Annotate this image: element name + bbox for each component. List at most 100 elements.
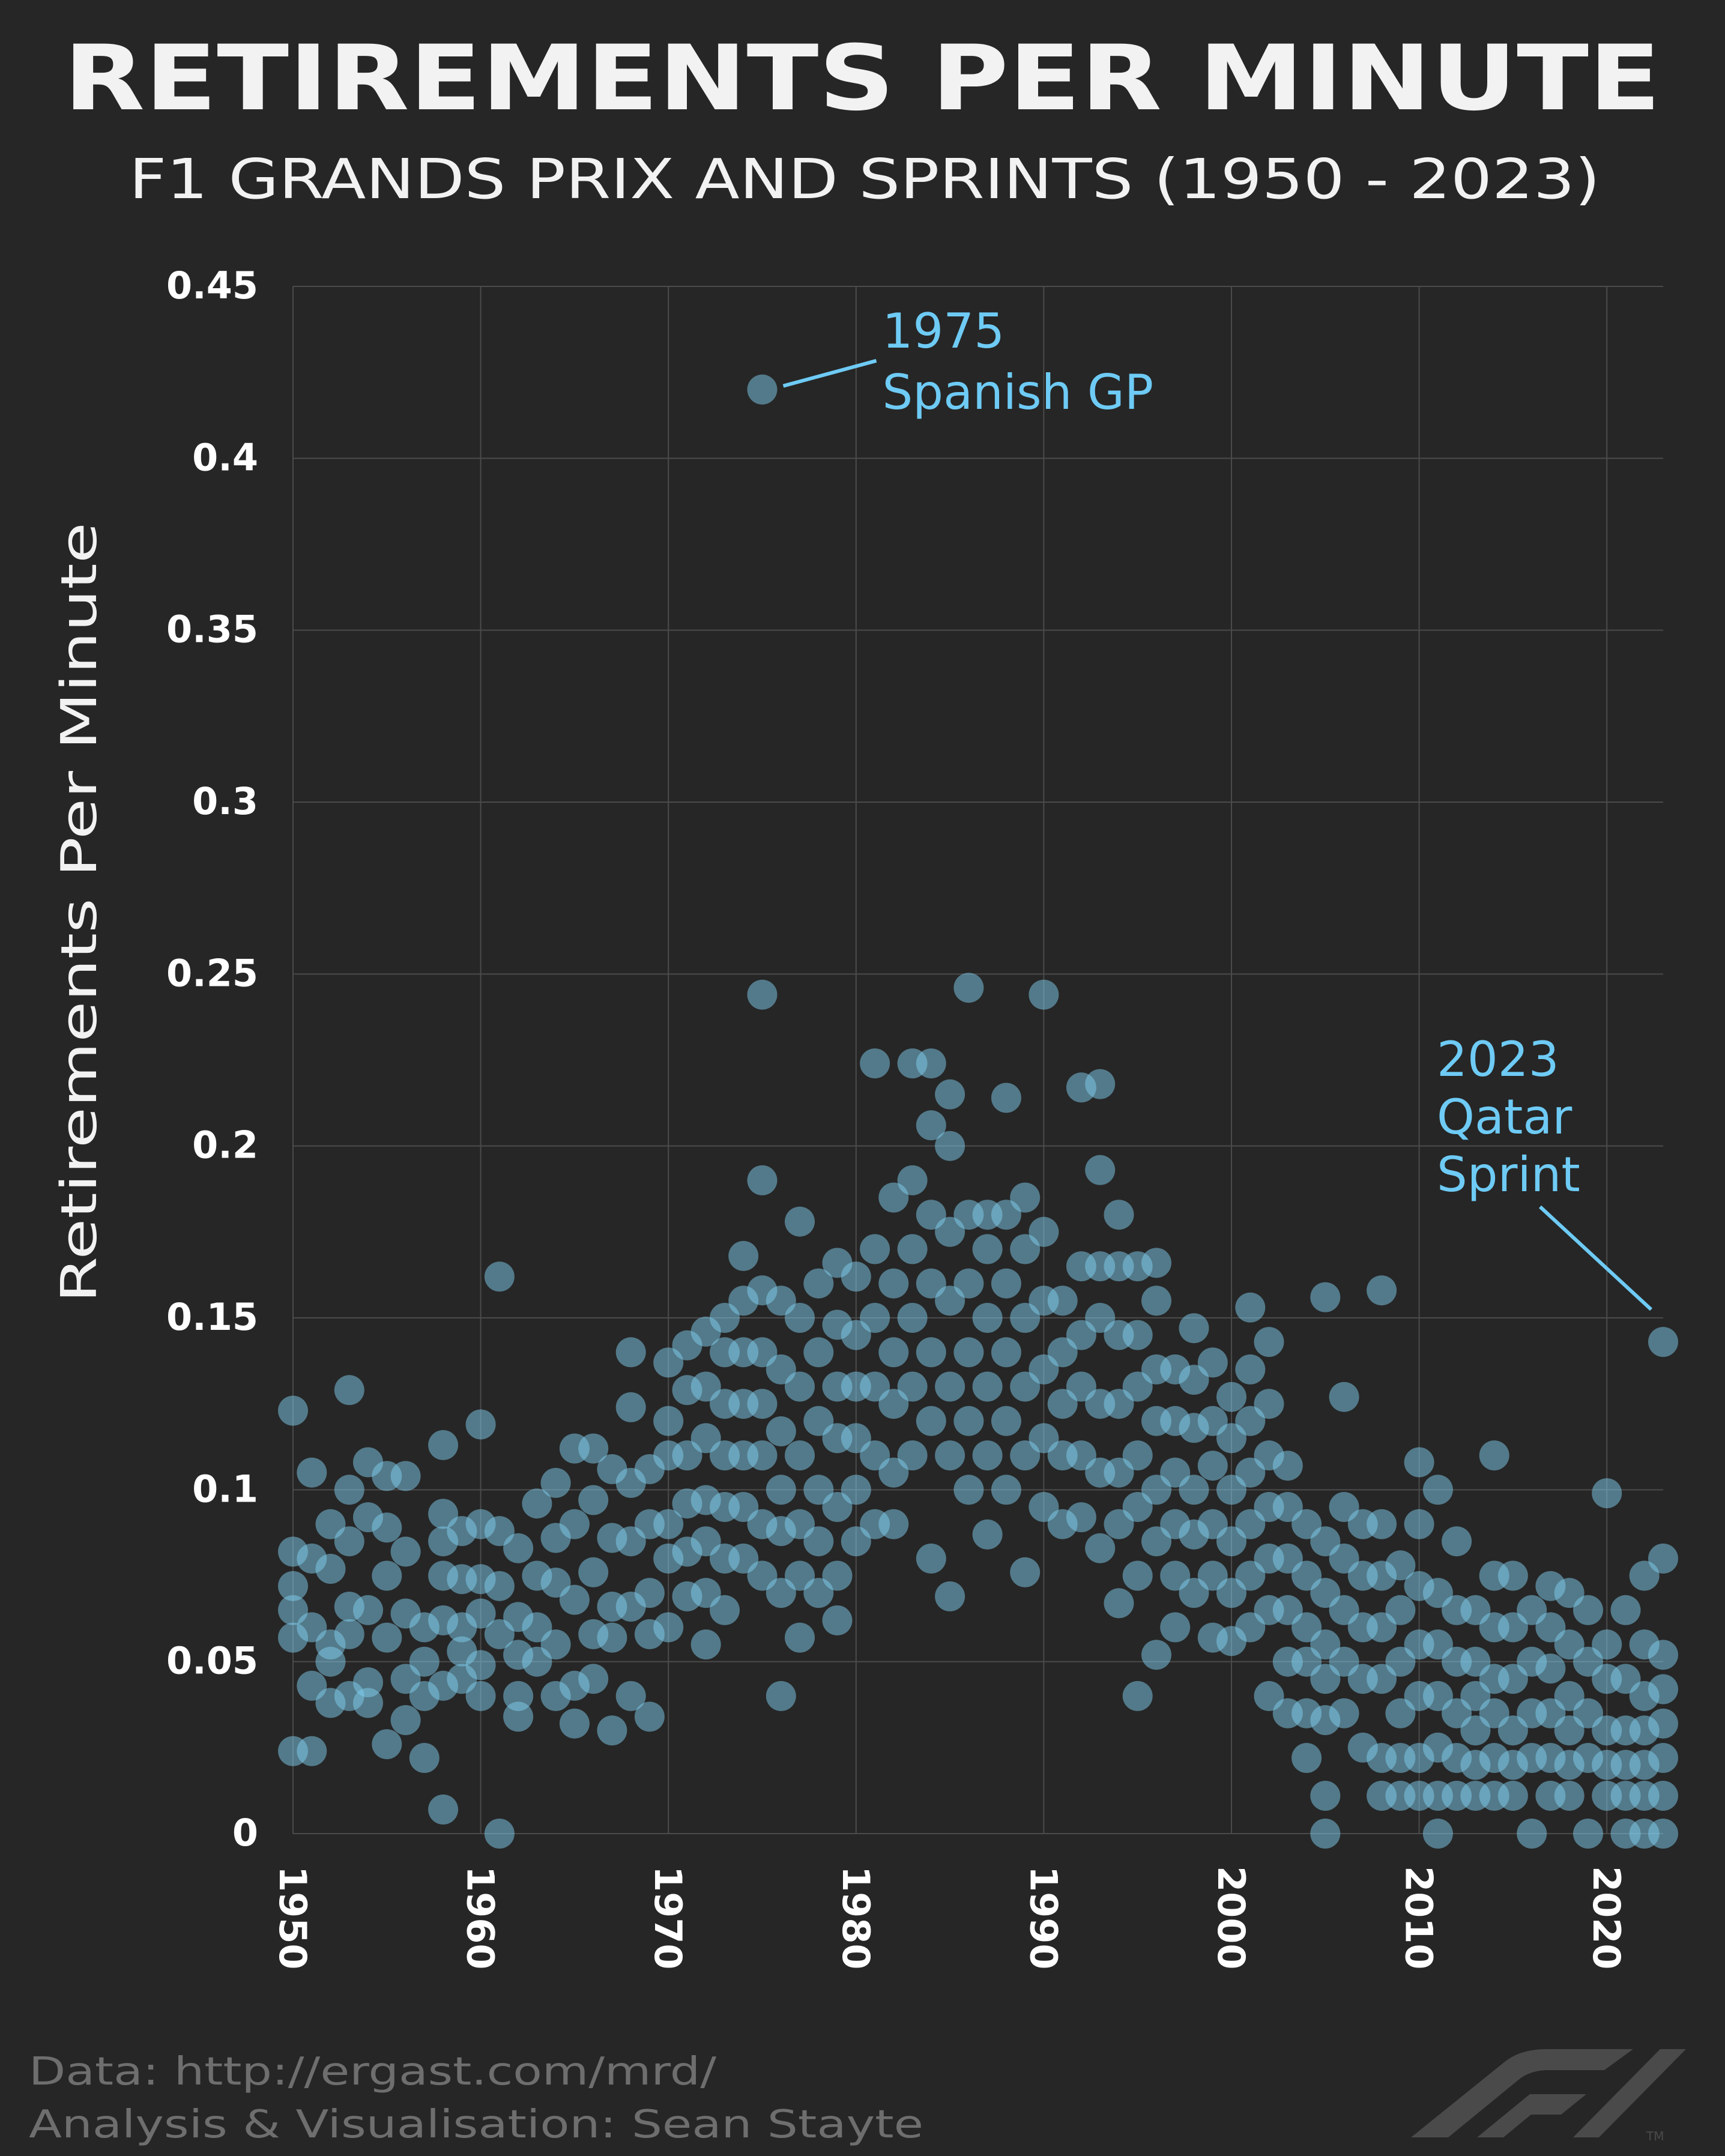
data-point bbox=[353, 1688, 383, 1718]
data-point bbox=[1573, 1595, 1603, 1625]
data-point bbox=[372, 1622, 402, 1653]
data-point bbox=[1104, 1588, 1134, 1619]
data-point bbox=[334, 1375, 364, 1406]
data-point bbox=[1272, 1451, 1303, 1481]
data-point bbox=[1029, 979, 1059, 1010]
data-point bbox=[1648, 1674, 1678, 1705]
data-point bbox=[653, 1612, 684, 1643]
data-point bbox=[1497, 1560, 1528, 1591]
data-point bbox=[1648, 1327, 1678, 1357]
data-point bbox=[297, 1736, 327, 1766]
y-tick-label: 0.45 bbox=[166, 264, 258, 307]
data-point bbox=[766, 1475, 796, 1505]
data-point bbox=[728, 1240, 759, 1271]
data-point bbox=[803, 1337, 834, 1368]
data-point bbox=[1310, 1781, 1341, 1811]
x-tick-label: 1960 bbox=[459, 1866, 503, 1970]
data-point bbox=[578, 1433, 609, 1464]
data-point bbox=[897, 1371, 928, 1402]
data-point bbox=[935, 1371, 965, 1402]
y-tick-label: 0.15 bbox=[166, 1295, 258, 1339]
x-tick-label: 1950 bbox=[271, 1866, 315, 1970]
annotation-connector bbox=[1538, 1205, 1653, 1311]
data-point bbox=[353, 1667, 383, 1697]
data-point bbox=[953, 1406, 984, 1436]
data-point bbox=[991, 1268, 1021, 1299]
y-tick-label: 0 bbox=[232, 1811, 258, 1855]
data-point bbox=[1085, 1155, 1116, 1185]
f1-logo-trademark: TM bbox=[1646, 2129, 1664, 2143]
data-point bbox=[334, 1475, 364, 1505]
y-tick-label: 0.1 bbox=[192, 1467, 258, 1511]
data-point bbox=[916, 1048, 946, 1079]
data-point bbox=[822, 1605, 853, 1635]
x-tick-label: 2000 bbox=[1209, 1866, 1253, 1970]
data-point bbox=[315, 1554, 346, 1584]
data-point bbox=[860, 1234, 890, 1264]
data-point bbox=[390, 1536, 421, 1567]
data-point bbox=[1554, 1781, 1585, 1811]
data-point bbox=[503, 1702, 534, 1732]
data-point bbox=[1029, 1216, 1059, 1247]
data-point bbox=[578, 1485, 609, 1515]
grid-lines bbox=[292, 286, 1663, 1834]
data-point bbox=[484, 1819, 515, 1849]
data-point bbox=[1179, 1313, 1209, 1344]
data-point bbox=[559, 1708, 590, 1739]
x-tick-label: 2010 bbox=[1397, 1866, 1441, 1970]
data-point bbox=[484, 1571, 515, 1601]
data-point bbox=[1010, 1182, 1041, 1213]
data-point bbox=[334, 1526, 364, 1557]
data-point bbox=[634, 1578, 665, 1608]
chart-title: RETIREMENTS PER MINUTE bbox=[64, 26, 1661, 131]
data-point bbox=[1329, 1381, 1359, 1412]
data-point bbox=[1197, 1347, 1228, 1378]
footer-credit: Analysis & Visualisation: Sean Stayte bbox=[29, 2103, 923, 2147]
data-point bbox=[747, 374, 778, 405]
data-point bbox=[465, 1680, 496, 1711]
data-points bbox=[278, 374, 1678, 1849]
data-point bbox=[1122, 1680, 1153, 1711]
data-point bbox=[878, 1268, 909, 1299]
data-point bbox=[785, 1371, 815, 1402]
data-point bbox=[860, 1048, 890, 1079]
x-tick-label: 1990 bbox=[1021, 1866, 1065, 1970]
data-point bbox=[372, 1729, 402, 1760]
data-point bbox=[991, 1406, 1021, 1436]
f1-logo: TM bbox=[1411, 2049, 1686, 2143]
data-point bbox=[953, 1268, 984, 1299]
data-point bbox=[1385, 1550, 1416, 1581]
data-point bbox=[1592, 1629, 1622, 1659]
y-tick-label: 0.05 bbox=[166, 1639, 258, 1683]
data-point bbox=[841, 1261, 871, 1292]
data-point bbox=[278, 1395, 308, 1426]
data-point bbox=[972, 1303, 1003, 1333]
data-point bbox=[1479, 1440, 1509, 1471]
data-point bbox=[1535, 1653, 1566, 1684]
data-point bbox=[409, 1646, 440, 1677]
data-point bbox=[372, 1560, 402, 1591]
data-point bbox=[522, 1488, 552, 1519]
annotation-connector bbox=[782, 358, 877, 388]
data-point bbox=[1648, 1708, 1678, 1739]
data-point bbox=[1367, 1275, 1397, 1306]
data-point bbox=[1442, 1526, 1472, 1557]
data-point bbox=[1235, 1354, 1266, 1384]
data-point bbox=[1254, 1327, 1284, 1357]
data-point bbox=[428, 1430, 459, 1460]
data-point bbox=[353, 1595, 383, 1625]
data-point bbox=[1610, 1595, 1641, 1625]
data-point bbox=[991, 1083, 1021, 1113]
data-point bbox=[1648, 1781, 1678, 1811]
data-point bbox=[1141, 1640, 1171, 1670]
data-point bbox=[597, 1715, 627, 1746]
data-point bbox=[503, 1680, 534, 1711]
data-point bbox=[991, 1475, 1021, 1505]
data-point bbox=[766, 1416, 796, 1446]
data-point bbox=[559, 1509, 590, 1539]
data-point bbox=[1573, 1819, 1603, 1849]
data-point bbox=[935, 1079, 965, 1110]
data-point bbox=[785, 1440, 815, 1471]
y-tick-label: 0.25 bbox=[166, 951, 258, 995]
